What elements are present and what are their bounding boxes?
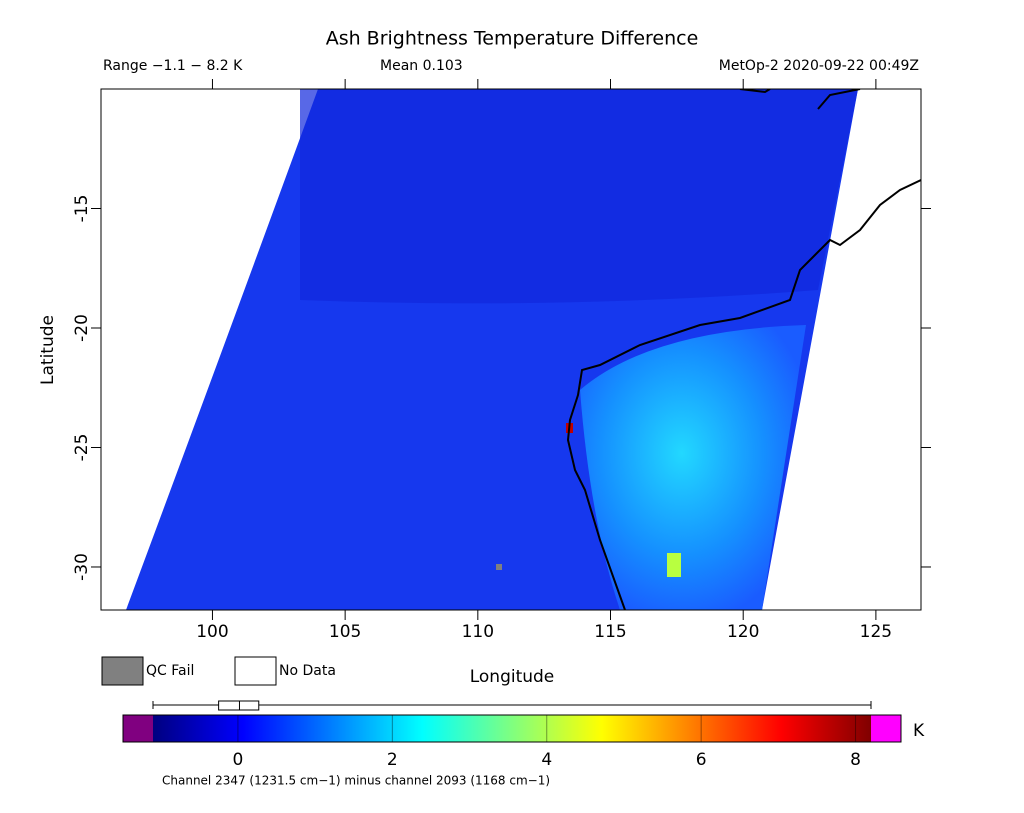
colorbar-unit: K [913,721,925,741]
colorbar-tick-label: 2 [387,750,398,770]
y-tick-label: -20 [72,314,92,342]
swath-dark [300,89,858,304]
colorbar [153,715,871,742]
nodata-swatch [234,656,277,686]
colorbar-tick-label: 8 [850,750,861,770]
y-tick-label: -30 [72,553,92,581]
under-swatch [123,715,153,742]
colorbar-tick-label: 4 [541,750,552,770]
x-tick-label: 115 [594,622,626,642]
plume [580,325,806,610]
over-swatch [871,715,901,742]
x-tick-label: 105 [329,622,361,642]
box [218,700,260,711]
colorbar-tick-label: 6 [696,750,707,770]
legend-label: QC Fail [146,663,194,679]
y-tick-label: -15 [72,195,92,223]
qc-pixel [496,564,502,570]
x-tick-label: 110 [462,622,494,642]
colorbar-frame [122,714,902,743]
x-tick-label: 120 [727,622,759,642]
qc-swatch [101,656,144,686]
title: Ash Brightness Temperature Difference [326,28,699,50]
legend-label: No Data [279,663,336,679]
coastline [566,89,921,610]
x-tick-label: 125 [860,622,892,642]
colorbar-caption: Channel 2347 (1231.5 cm−1) minus channel… [162,774,550,788]
hot-pixel [667,553,681,577]
swath [126,89,921,610]
satellite-time: MetOp-2 2020-09-22 00:49Z [719,58,919,74]
mean: Mean 0.103 [380,58,463,74]
plot-frame [100,88,922,611]
x-label: Longitude [470,667,555,687]
y-label: Latitude [38,315,58,385]
x-tick-label: 100 [196,622,228,642]
colorbar-tick-label: 0 [233,750,244,770]
range: Range −1.1 − 8.2 K [103,58,243,74]
y-tick-label: -25 [72,434,92,462]
